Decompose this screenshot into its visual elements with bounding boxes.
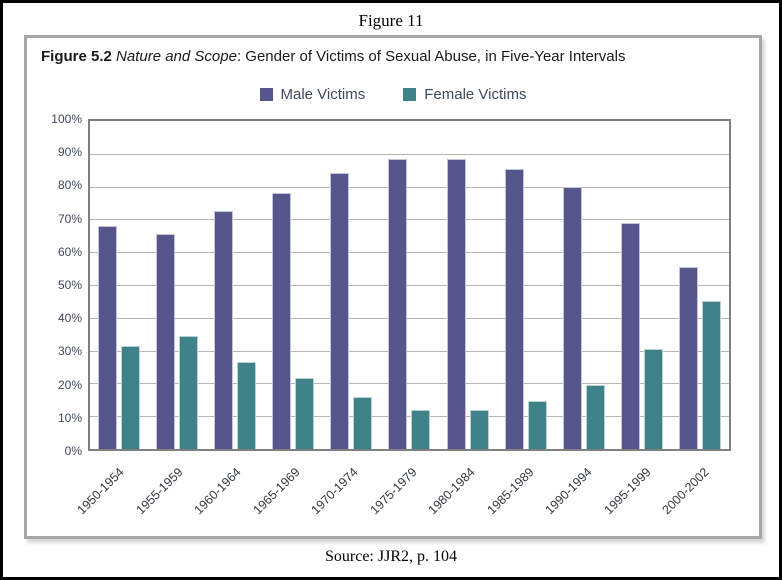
- x-axis-cell-1990-1994: 1990-1994: [543, 457, 614, 537]
- bar-female-victims-1970-1974: [353, 396, 373, 449]
- chart-title: Figure 5.2 Nature and Scope: Gender of V…: [41, 48, 625, 65]
- bar-male-victims-1950-1954: [98, 225, 118, 449]
- y-axis-tick-label: 70%: [57, 211, 82, 226]
- y-axis-tick-label: 0%: [64, 444, 82, 458]
- bar-female-victims-1950-1954: [121, 345, 141, 449]
- gridline-90: [90, 153, 729, 155]
- y-axis-tick-label: 40%: [57, 311, 82, 326]
- legend-item-female-victims: Female Victims: [403, 86, 527, 103]
- bar-female-victims-1980-1984: [469, 409, 489, 449]
- chart-title-figure-label: Figure 5.2: [41, 48, 112, 65]
- gridline-60: [90, 252, 729, 254]
- bar-female-victims-1985-1989: [527, 401, 547, 449]
- legend-swatch-male-victims: [259, 88, 273, 101]
- figure-number-caption: Figure 11: [358, 11, 424, 30]
- y-axis-tick-label: 50%: [57, 278, 82, 292]
- x-axis-cell-1995-1999: 1995-1999: [601, 457, 672, 537]
- chart-title-text: : Gender of Victims of Sexual Abuse, in …: [236, 48, 626, 65]
- y-axis-tick-label: 30%: [57, 344, 82, 359]
- y-axis-tick-label: 20%: [57, 377, 82, 392]
- x-axis-cell-1985-1989: 1985-1989: [484, 457, 555, 537]
- bar-male-victims-1975-1979: [388, 158, 408, 449]
- gridline-50: [90, 285, 729, 286]
- source-caption: Source: JJR2, p. 104: [325, 548, 457, 565]
- x-axis-cell-1960-1964: 1960-1964: [192, 457, 263, 537]
- legend-label-female-victims: Female Victims: [424, 86, 527, 103]
- y-axis-tick-label: 90%: [57, 145, 82, 160]
- x-axis-cell-1970-1974: 1970-1974: [309, 457, 380, 537]
- bar-male-victims-1965-1969: [272, 193, 292, 449]
- bar-male-victims-1960-1964: [214, 211, 234, 449]
- bar-male-victims-1995-1999: [620, 222, 640, 449]
- y-axis-tick-label: 10%: [57, 410, 82, 425]
- y-axis-tick-label: 100%: [51, 112, 82, 126]
- bar-male-victims-1970-1974: [330, 173, 350, 449]
- bar-female-victims-1975-1979: [411, 409, 431, 449]
- plot-area: [88, 119, 731, 451]
- gridline-40: [90, 317, 729, 319]
- x-axis-category-label: 1950-1954: [74, 465, 128, 518]
- bar-male-victims-2000-2002: [678, 266, 698, 449]
- gridline-70: [90, 219, 729, 221]
- x-axis-cell-1965-1969: 1965-1969: [250, 457, 321, 537]
- y-axis-tick-label: 60%: [57, 244, 82, 259]
- gridline-80: [90, 186, 729, 188]
- bar-male-victims-1980-1984: [446, 158, 466, 449]
- bar-group-2000-2002: [678, 121, 721, 449]
- bar-female-victims-1955-1959: [179, 335, 199, 449]
- bar-female-victims-1965-1969: [295, 378, 315, 449]
- bar-group-1970-1974: [330, 121, 373, 449]
- bar-group-1950-1954: [98, 121, 141, 449]
- bar-female-victims-2000-2002: [701, 301, 721, 449]
- gridline-30: [90, 350, 729, 352]
- bar-male-victims-1990-1994: [562, 186, 582, 449]
- bars-row: [90, 121, 729, 449]
- bar-group-1995-1999: [620, 121, 663, 449]
- chart-title-report-name: Nature and Scope: [111, 48, 237, 65]
- y-axis-labels: 100% 90% 80% 70% 60% 50% 40% 30% 20% 10% 0%: [27, 112, 82, 458]
- x-axis-cell-1950-1954: 1950-1954: [75, 457, 146, 537]
- x-axis-cell-1980-1984: 1980-1984: [426, 457, 497, 537]
- bar-group-1975-1979: [388, 121, 431, 449]
- bar-female-victims-1960-1964: [237, 362, 257, 449]
- bar-male-victims-1955-1959: [156, 234, 176, 449]
- x-axis-cell-1975-1979: 1975-1979: [367, 457, 438, 537]
- legend-swatch-female-victims: [403, 88, 417, 101]
- x-axis-cell-2000-2002: 2000-2002: [659, 457, 731, 537]
- bar-group-1955-1959: [156, 121, 199, 449]
- x-axis-labels: 1950-1954 1955-1959 1960-1964 1965-1969 1970…: [75, 457, 731, 537]
- chart-legend: Male Victims Female Victims: [27, 86, 759, 103]
- bar-group-1960-1964: [214, 121, 257, 449]
- bar-group-1965-1969: [272, 121, 315, 449]
- gridline-10: [90, 416, 729, 418]
- bar-female-victims-1990-1994: [585, 385, 605, 449]
- bar-male-victims-1985-1989: [504, 168, 524, 449]
- bar-female-victims-1995-1999: [643, 348, 663, 449]
- gridline-20: [90, 383, 729, 385]
- bar-group-1980-1984: [446, 121, 489, 449]
- bar-group-1985-1989: [504, 121, 547, 449]
- chart-panel: Figure 5.2 Nature and Scope: Gender of V…: [24, 35, 762, 539]
- bar-group-1990-1994: [562, 121, 605, 449]
- legend-label-male-victims: Male Victims: [280, 86, 366, 103]
- legend-item-male-victims: Male Victims: [259, 86, 366, 103]
- x-axis-cell-1955-1959: 1955-1959: [133, 457, 204, 537]
- y-axis-tick-label: 80%: [57, 178, 82, 193]
